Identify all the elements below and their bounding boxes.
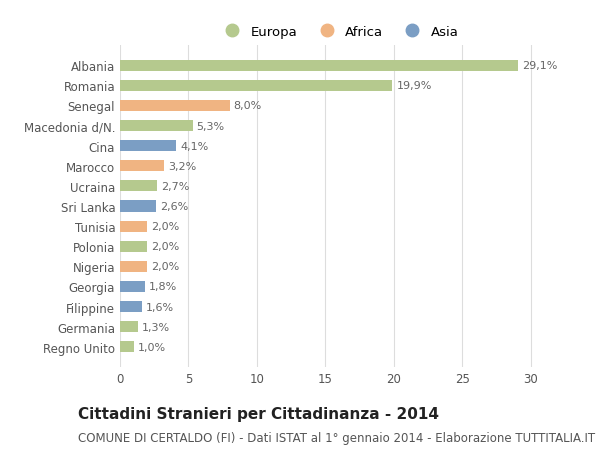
Text: 1,3%: 1,3% [142,322,170,332]
Bar [120,302,142,313]
Bar [120,201,155,212]
Text: 4,1%: 4,1% [180,141,208,151]
Text: COMUNE DI CERTALDO (FI) - Dati ISTAT al 1° gennaio 2014 - Elaborazione TUTTITALI: COMUNE DI CERTALDO (FI) - Dati ISTAT al … [78,431,595,444]
Text: 3,2%: 3,2% [168,162,196,171]
Text: 1,0%: 1,0% [138,342,166,352]
Text: 19,9%: 19,9% [397,81,432,91]
Bar [120,281,145,292]
Bar [120,101,229,112]
Text: 29,1%: 29,1% [523,61,558,71]
Text: 1,6%: 1,6% [146,302,174,312]
Bar [120,241,148,252]
Text: 2,0%: 2,0% [151,242,180,252]
Bar [120,161,164,172]
Bar [120,181,157,192]
Text: 5,3%: 5,3% [197,121,225,131]
Bar [120,341,134,353]
Bar [120,81,392,92]
Text: 2,0%: 2,0% [151,262,180,272]
Bar [120,141,176,152]
Bar [120,261,148,272]
Text: 2,0%: 2,0% [151,222,180,232]
Text: 2,6%: 2,6% [160,202,188,212]
Bar [120,321,138,332]
Bar [120,121,193,132]
Text: 8,0%: 8,0% [233,101,262,111]
Legend: Europa, Africa, Asia: Europa, Africa, Asia [214,20,464,44]
Text: 1,8%: 1,8% [149,282,177,292]
Text: 2,7%: 2,7% [161,181,190,191]
Bar [120,61,518,72]
Text: Cittadini Stranieri per Cittadinanza - 2014: Cittadini Stranieri per Cittadinanza - 2… [78,406,439,421]
Bar [120,221,148,232]
